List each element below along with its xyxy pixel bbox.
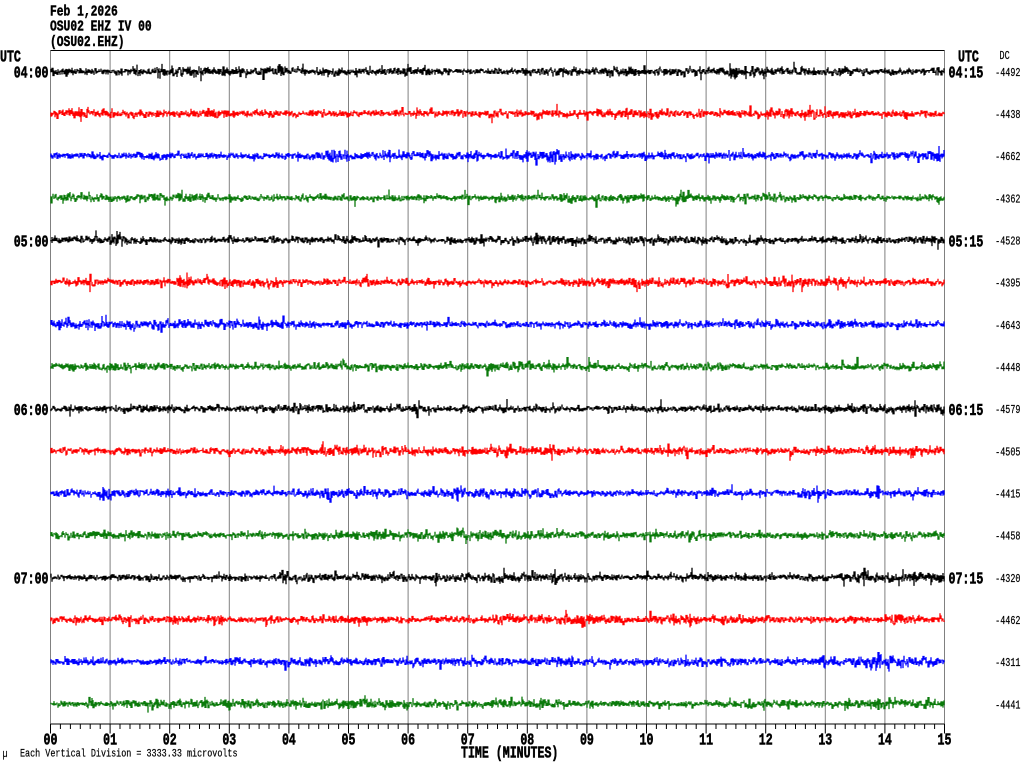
svg-text:UTC: UTC [0,49,21,68]
svg-text:11: 11 [699,732,713,751]
svg-text:08: 08 [520,732,534,751]
svg-text:-4528: -4528 [995,235,1020,249]
svg-text:07:15: 07:15 [949,571,984,590]
svg-text:-4311: -4311 [995,657,1020,671]
svg-text:00: 00 [44,732,58,751]
svg-text:09: 09 [580,732,594,751]
svg-text:14: 14 [878,732,892,751]
svg-text:-4362: -4362 [995,193,1020,207]
svg-text:TIME (MINUTES): TIME (MINUTES) [461,745,558,764]
svg-text:-4320: -4320 [995,573,1020,587]
svg-text:10: 10 [640,732,654,751]
svg-text:-4415: -4415 [995,488,1020,502]
svg-text:07: 07 [461,732,475,751]
svg-text:12: 12 [759,732,773,751]
svg-text:UTC: UTC [958,49,979,68]
svg-text:15: 15 [938,732,952,751]
svg-text:(OSU02.EHZ): (OSU02.EHZ) [50,34,125,51]
svg-text:05:15: 05:15 [949,234,984,253]
svg-text:OSU02 EHZ IV 00: OSU02 EHZ IV 00 [50,18,152,35]
svg-text:05: 05 [342,732,356,751]
svg-text:06:00: 06:00 [14,402,49,421]
svg-text:04:00: 04:00 [14,65,49,84]
svg-text:05:00: 05:00 [14,234,49,253]
svg-text:µ: µ [3,749,8,762]
svg-text:-4448: -4448 [995,362,1020,376]
svg-text:01: 01 [103,732,117,751]
svg-text:DC: DC [1000,50,1010,64]
svg-text:-4462: -4462 [995,615,1020,629]
svg-text:-4395: -4395 [995,277,1020,291]
svg-text:13: 13 [818,732,832,751]
svg-text:07:00: 07:00 [14,571,49,590]
svg-text:04: 04 [282,732,296,751]
svg-text:-4458: -4458 [995,530,1020,544]
svg-text:-4643: -4643 [995,320,1020,334]
svg-text:06: 06 [401,732,415,751]
svg-text:-4505: -4505 [995,446,1020,460]
svg-text:04:15: 04:15 [949,65,984,84]
svg-text:02: 02 [163,732,177,751]
svg-text:-4579: -4579 [995,404,1020,418]
svg-text:-4438: -4438 [995,109,1020,123]
svg-text:-4441: -4441 [995,699,1020,713]
svg-text:Each Vertical Division = 3333.: Each Vertical Division = 3333.33 microvo… [20,748,238,762]
svg-text:06:15: 06:15 [949,402,984,421]
svg-text:-4662: -4662 [995,151,1020,165]
svg-text:03: 03 [222,732,236,751]
svg-text:-4492: -4492 [995,67,1020,81]
svg-text:Feb 1,2026: Feb 1,2026 [50,3,118,20]
